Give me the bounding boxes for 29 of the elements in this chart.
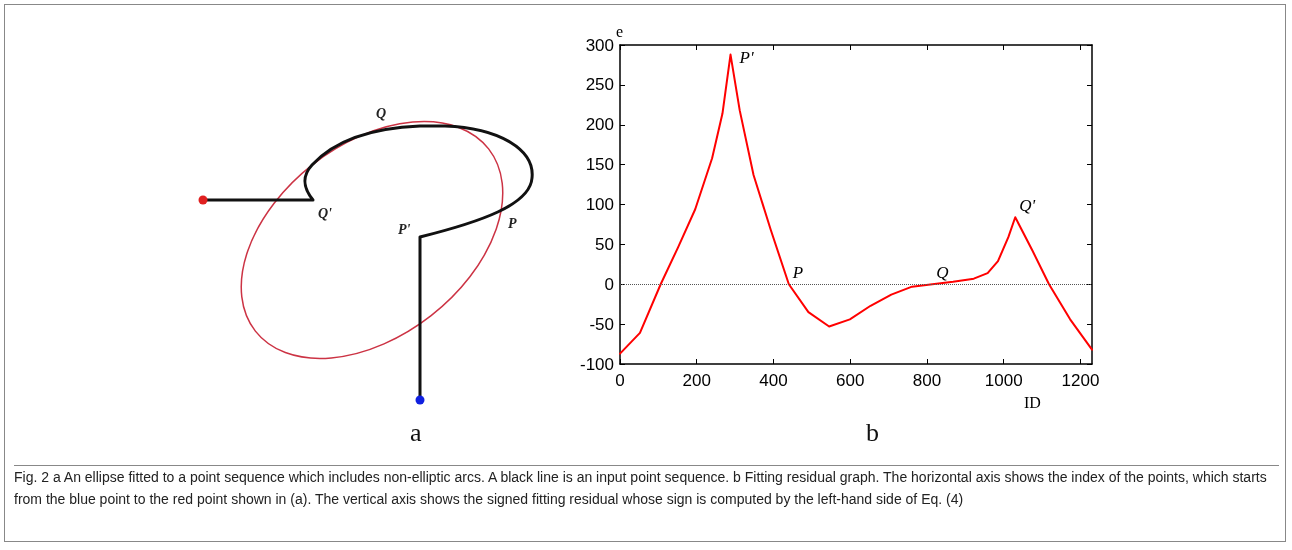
x-tick-label: 400: [759, 371, 788, 390]
text: Q': [318, 206, 332, 222]
x-tick-label: 200: [682, 371, 711, 390]
caption: Fig. 2 a An ellipse fitted to a point sequence which includes non-elliptic arcs. A black line is an input point sequence. b Fitting residual graph. The horizontal axis shows the index of the points, which starts from the blue point to the red point shown in (a). The vertical axis shows the signed fitting residual whose sign is computed by the left-hand side of Eq. (4): [14, 468, 1268, 509]
x-tick-label: 800: [912, 371, 942, 390]
x-tick-label: 1000: [984, 371, 1023, 390]
line-series: [619, 53, 1093, 355]
y-axis-title: e: [616, 22, 624, 40]
y-tick-label: 50: [595, 234, 614, 254]
annotation: Q: [936, 263, 949, 283]
x-axis-title: ID: [1024, 393, 1041, 411]
text: P': [398, 222, 411, 238]
x-tick-label: 600: [836, 371, 865, 390]
annotation: Q': [1019, 196, 1036, 216]
y-tick-label: 100: [585, 195, 614, 214]
text: Q: [376, 106, 387, 122]
y-tick-label: -100: [579, 354, 614, 374]
x-tick-label: 1200: [1061, 371, 1100, 390]
text: P: [508, 216, 517, 232]
y-tick-label: -50: [589, 314, 614, 334]
annotation: P: [791, 263, 804, 283]
y-tick-label: 200: [585, 115, 614, 135]
y-tick-label: 300: [585, 35, 614, 55]
y-tick-label: 150: [585, 155, 614, 175]
y-tick-label: 250: [585, 75, 614, 95]
text: a: [410, 418, 422, 448]
y-tick-label: 0: [604, 274, 614, 294]
annotation: P': [738, 48, 754, 67]
text: b: [866, 417, 879, 447]
